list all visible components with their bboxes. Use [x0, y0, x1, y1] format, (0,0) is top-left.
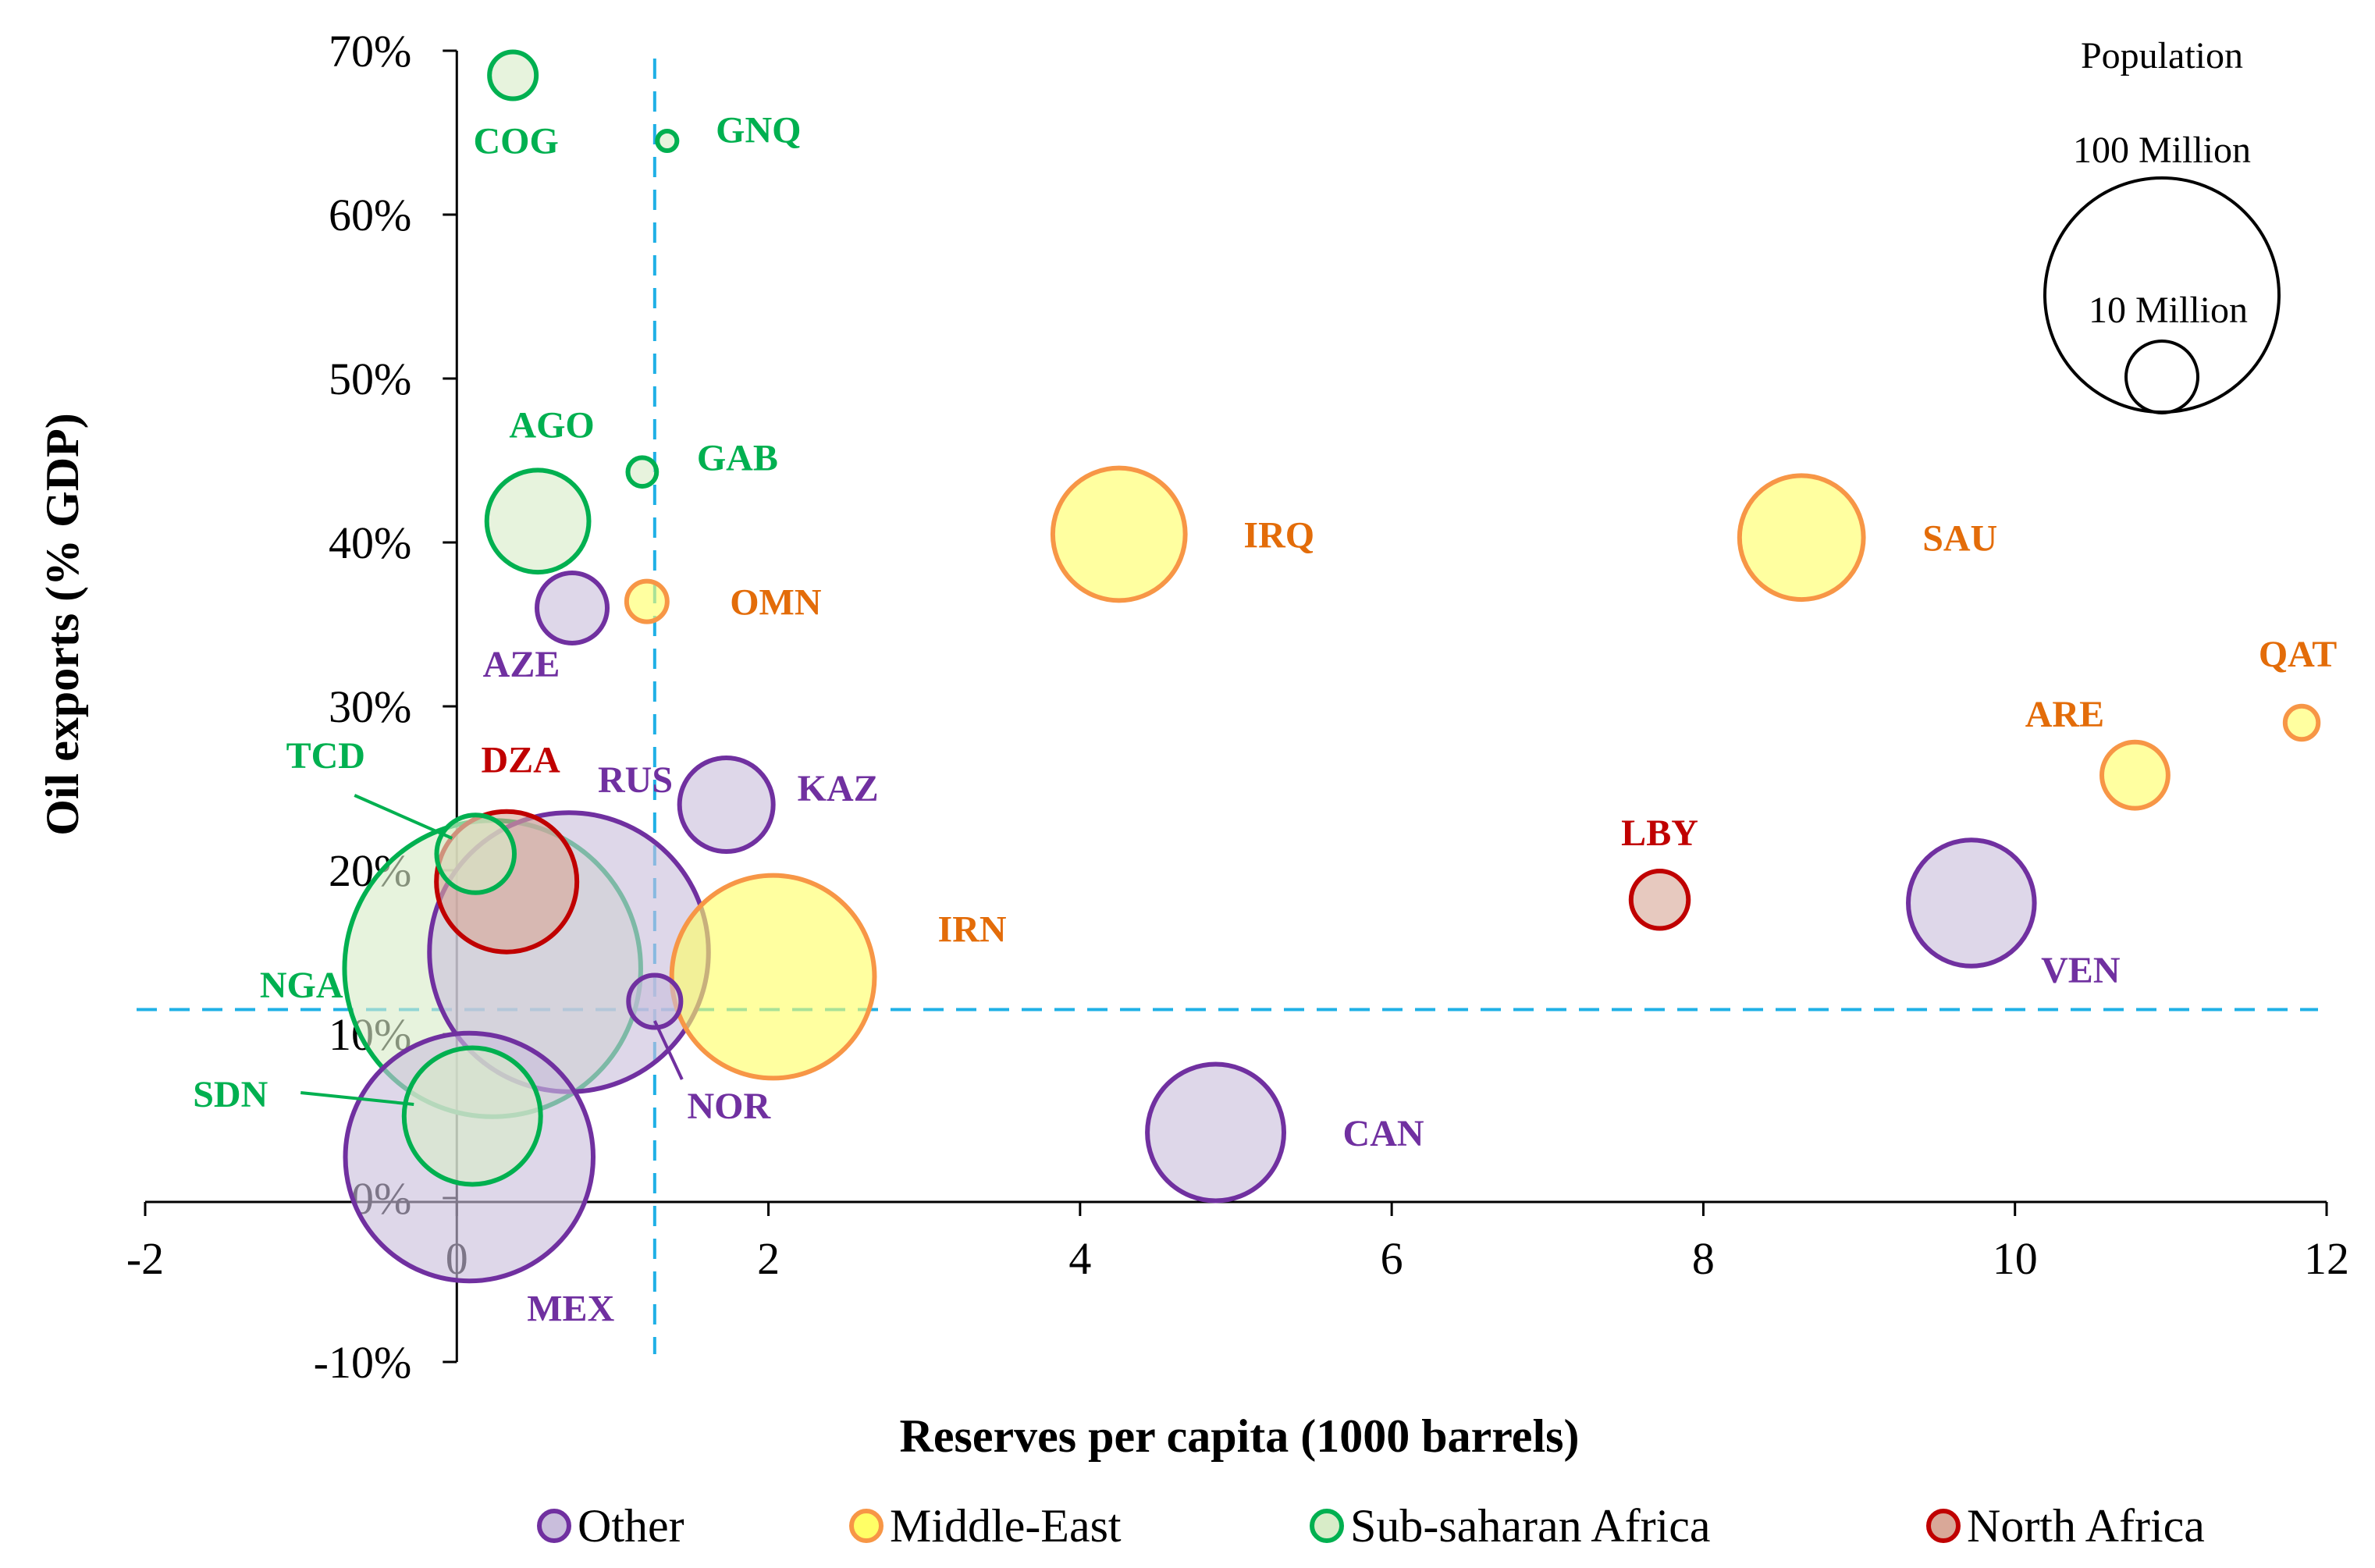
legend-marker-other [537, 1509, 571, 1543]
point-label-mex: MEX [527, 1289, 614, 1330]
leader-line-sdn [300, 1091, 414, 1106]
legend-label-north-africa: North Africa [1967, 1500, 2205, 1552]
point-label-ago: AGO [509, 405, 594, 446]
point-label-ven: VEN [2041, 950, 2121, 991]
point-label-sdn: SDN [193, 1074, 268, 1115]
point-label-irq: IRQ [1243, 515, 1314, 556]
leader-line-tcd [354, 794, 453, 840]
point-label-nga: NGA [260, 965, 343, 1006]
point-label-gab: GAB [697, 438, 778, 479]
point-label-sau: SAU [1922, 518, 1997, 560]
y-tick-label: 70% [329, 26, 411, 76]
legend-marker-middle-east [849, 1509, 884, 1543]
legend-label-middle-east: Middle-East [890, 1500, 1122, 1552]
y-tick-label: 50% [329, 354, 411, 404]
point-label-kaz: KAZ [798, 768, 879, 809]
bubble-gnq [655, 128, 680, 154]
y-tick-label: 60% [329, 190, 411, 240]
bubble-cog [487, 49, 539, 101]
bubble-ago [484, 468, 592, 575]
point-label-tcd: TCD [286, 735, 365, 777]
bubble-layer [342, 49, 2321, 1284]
bubble-irq [1050, 465, 1188, 603]
bubble-nor [626, 972, 684, 1030]
x-tick-label: 8 [1692, 1233, 1715, 1284]
point-label-rus: RUS [598, 759, 673, 801]
x-tick-label: 2 [757, 1233, 780, 1284]
point-label-are: ARE [2025, 694, 2104, 735]
bubble-qat [2282, 703, 2321, 742]
size-legend-label-100m: 100 Million [2073, 130, 2251, 171]
x-tick-label: 6 [1381, 1233, 1403, 1284]
size-legend-title: Population [2081, 35, 2243, 76]
bubble-sdn [401, 1045, 543, 1187]
y-axis-title: Oil exports (% GDP) [37, 413, 88, 836]
point-label-lby: LBY [1621, 812, 1698, 854]
point-label-omn: OMN [730, 582, 822, 624]
x-tick-label: 10 [1993, 1233, 2038, 1284]
bubble-tcd [434, 812, 517, 895]
legend-label-sub-saharan-africa: Sub-saharan Africa [1350, 1500, 1710, 1552]
point-label-nor: NOR [687, 1086, 771, 1127]
bubble-lby [1628, 869, 1691, 931]
bubble-can [1145, 1061, 1287, 1204]
legend-item-sub-saharan-africa: Sub-saharan Africa [1310, 1500, 1710, 1552]
point-label-aze: AZE [483, 644, 560, 685]
x-axis-title: Reserves per capita (1000 barrels) [900, 1410, 1580, 1462]
legend-marker-sub-saharan-africa [1310, 1509, 1344, 1543]
y-tick-label: 30% [329, 681, 411, 732]
bubble-kaz [677, 756, 776, 854]
leader-line-nor [653, 1020, 684, 1080]
legend-label-other: Other [578, 1500, 684, 1552]
x-tick-label: 4 [1068, 1233, 1091, 1284]
point-label-irn: IRN [938, 909, 1007, 951]
legend-item-middle-east: Middle-East [849, 1500, 1122, 1552]
size-legend: Population 100 Million 10 Million [2043, 35, 2281, 414]
point-label-gnq: GNQ [716, 110, 801, 151]
series-legend: Other Middle-East Sub-saharan Africa Nor… [537, 1500, 2205, 1552]
legend-item-other: Other [537, 1500, 684, 1552]
point-labels: NGA RUS MEX IRN DZA CAN SDN IRQ VEN SAU AGO KAZ TCD A… [193, 110, 2337, 1330]
bubble-sau [1737, 473, 1866, 603]
point-label-can: CAN [1343, 1113, 1424, 1154]
bubble-are [2099, 739, 2171, 811]
legend-item-north-africa: North Africa [1926, 1500, 2205, 1552]
bubble-ven [1906, 837, 2037, 969]
y-tick-label: -10% [314, 1337, 412, 1388]
leader-lines [300, 794, 684, 1106]
y-tick-label: 40% [329, 517, 411, 568]
point-label-cog: COG [473, 121, 558, 162]
point-label-dza: DZA [481, 740, 560, 781]
point-label-qat: QAT [2259, 634, 2337, 675]
x-tick-label: -2 [126, 1233, 164, 1284]
size-legend-label-10m: 10 Million [2089, 290, 2248, 331]
bubble-omn [624, 578, 670, 624]
legend-marker-north-africa [1926, 1509, 1961, 1543]
size-legend-circle-10m [2124, 340, 2199, 414]
bubble-gab [625, 455, 660, 489]
bubble-irn [669, 873, 877, 1081]
x-tick-label: 12 [2304, 1233, 2349, 1284]
bubble-aze [535, 571, 610, 645]
